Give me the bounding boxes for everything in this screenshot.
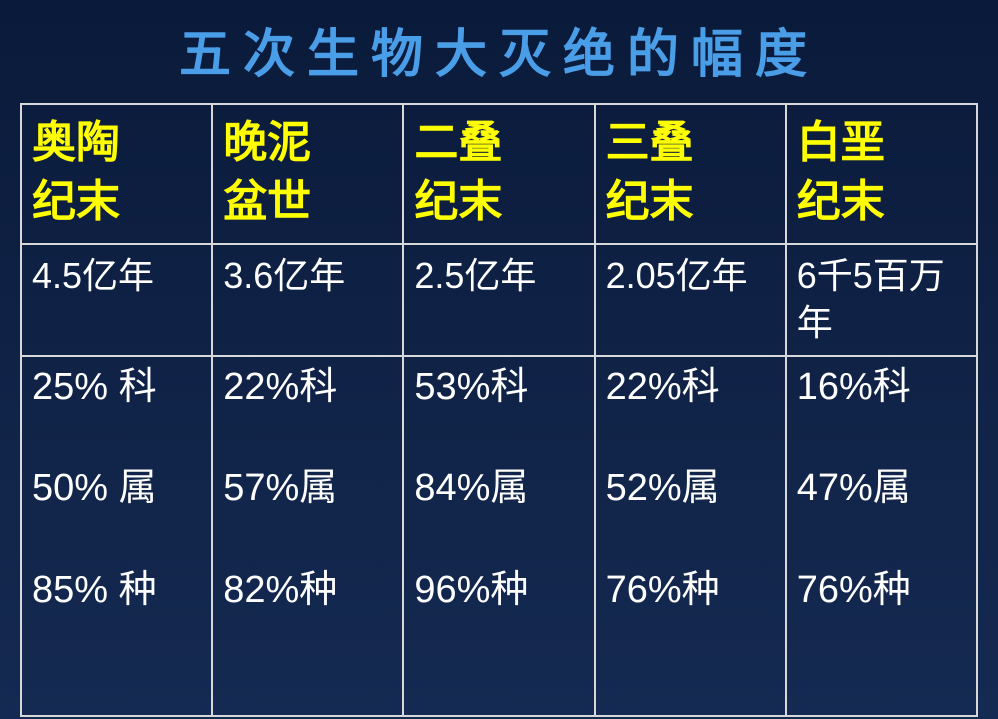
stats-cell: 22%科 52%属 76%种 (595, 356, 786, 716)
header-line1: 三叠 (606, 113, 775, 172)
genus-stat: 50% 属 (32, 466, 201, 512)
genus-stat: 57%属 (223, 466, 392, 512)
header-line2: 盆世 (223, 172, 392, 231)
header-line1: 奥陶 (32, 113, 201, 172)
header-line1: 晚泥 (223, 113, 392, 172)
genus-stat: 84%属 (414, 466, 583, 512)
species-stat: 76%种 (606, 568, 775, 614)
table-time-row: 4.5亿年 3.6亿年 2.5亿年 2.05亿年 6千5百万年 (21, 244, 977, 356)
species-stat: 85% 种 (32, 568, 201, 614)
stats-cell: 22%科 57%属 82%种 (212, 356, 403, 716)
stats-cell: 25% 科 50% 属 85% 种 (21, 356, 212, 716)
header-line2: 纪末 (797, 172, 966, 231)
species-stat: 82%种 (223, 568, 392, 614)
stats-cell: 53%科 84%属 96%种 (403, 356, 594, 716)
table-header-row: 奥陶 纪末 晚泥 盆世 二叠 纪末 三叠 纪末 白垩 纪末 (21, 104, 977, 244)
family-stat: 22%科 (606, 365, 775, 411)
genus-stat: 52%属 (606, 466, 775, 512)
header-cell: 晚泥 盆世 (212, 104, 403, 244)
stats-cell: 16%科 47%属 76%种 (786, 356, 977, 716)
header-line1: 白垩 (797, 113, 966, 172)
table-stats-row: 25% 科 50% 属 85% 种 22%科 57%属 82%种 53%科 84… (21, 356, 977, 716)
genus-stat: 47%属 (797, 466, 966, 512)
family-stat: 16%科 (797, 365, 966, 411)
header-line2: 纪末 (32, 172, 201, 231)
time-cell: 4.5亿年 (21, 244, 212, 356)
header-cell: 三叠 纪末 (595, 104, 786, 244)
header-line1: 二叠 (414, 113, 583, 172)
family-stat: 53%科 (414, 365, 583, 411)
header-cell: 奥陶 纪末 (21, 104, 212, 244)
extinction-table: 奥陶 纪末 晚泥 盆世 二叠 纪末 三叠 纪末 白垩 纪末 4.5亿年 3.6亿… (20, 103, 978, 717)
time-cell: 2.05亿年 (595, 244, 786, 356)
time-cell: 2.5亿年 (403, 244, 594, 356)
family-stat: 22%科 (223, 365, 392, 411)
family-stat: 25% 科 (32, 365, 201, 411)
species-stat: 76%种 (797, 568, 966, 614)
header-line2: 纪末 (606, 172, 775, 231)
header-cell: 二叠 纪末 (403, 104, 594, 244)
time-cell: 3.6亿年 (212, 244, 403, 356)
header-cell: 白垩 纪末 (786, 104, 977, 244)
time-cell: 6千5百万年 (786, 244, 977, 356)
page-title: 五次生物大灭绝的幅度 (0, 0, 998, 103)
header-line2: 纪末 (414, 172, 583, 231)
species-stat: 96%种 (414, 568, 583, 614)
